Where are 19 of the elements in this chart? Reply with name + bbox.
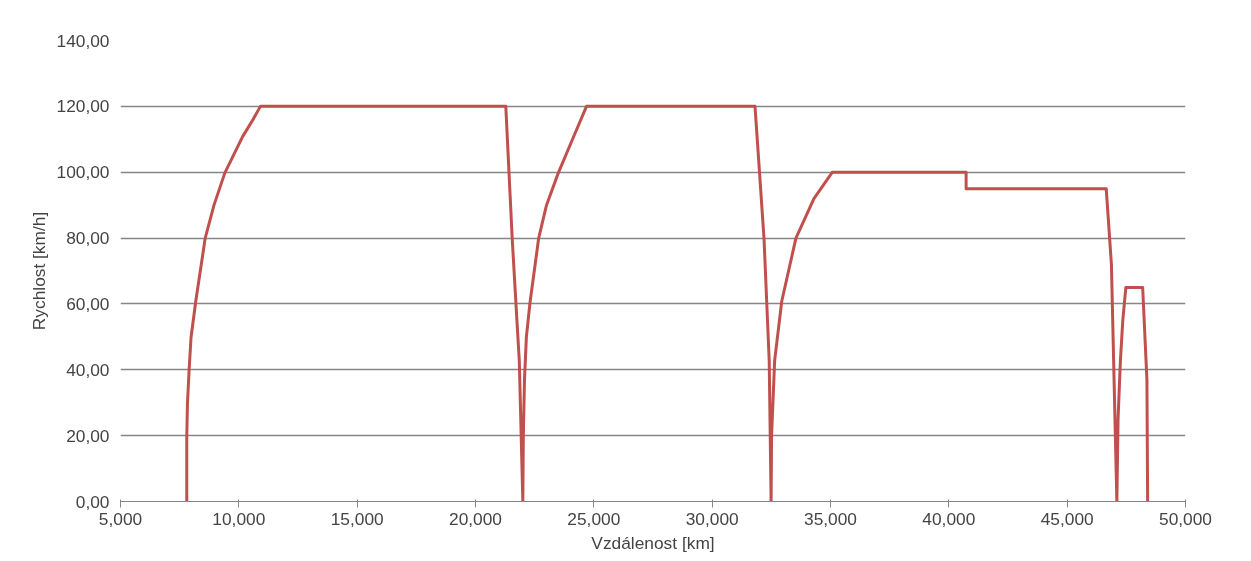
x-tick-label: 25,000 (567, 508, 621, 529)
y-tick-label: 60,00 (66, 293, 110, 314)
y-tick-label: 40,00 (66, 359, 110, 380)
x-tick-label: 10,000 (212, 508, 266, 529)
x-tick-label: 45,000 (1040, 508, 1094, 529)
x-tick-label: 30,000 (685, 508, 739, 529)
x-tick-label: 50,000 (1159, 508, 1212, 529)
x-tick-label: 40,000 (922, 508, 976, 529)
x-tick-label: 15,000 (330, 508, 384, 529)
y-tick-label: 80,00 (66, 228, 110, 249)
x-tick-label: 35,000 (804, 508, 857, 529)
y-tick-label: 100,00 (56, 162, 110, 183)
x-tick-label: 20,000 (449, 508, 502, 529)
y-tick-label: 120,00 (56, 96, 110, 117)
x-axis-title: Vzdálenost [km] (591, 532, 715, 553)
y-tick-label: 20,00 (66, 425, 110, 446)
y-tick-label: 140,00 (56, 30, 110, 51)
line-series (185, 104, 1150, 502)
y-axis-title: Rychlost [km/h] (28, 211, 49, 331)
